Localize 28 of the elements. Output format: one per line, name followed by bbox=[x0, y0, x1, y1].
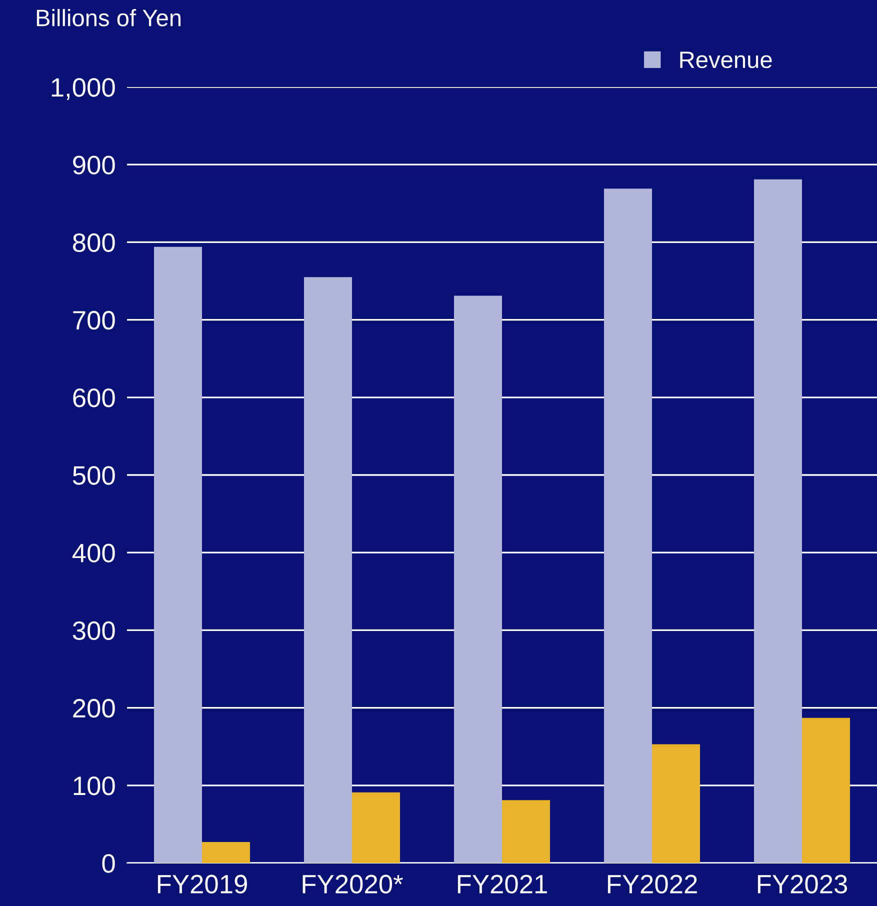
y-tick-label: 500 bbox=[72, 466, 115, 485]
y-tick-label: 200 bbox=[73, 698, 115, 718]
y-tick-label: 300 bbox=[72, 621, 115, 640]
bar bbox=[604, 188, 652, 863]
bar bbox=[154, 246, 202, 863]
bar bbox=[652, 744, 700, 863]
y-tick-label: 0 bbox=[102, 854, 115, 873]
y-axis-title: Billions of Yen bbox=[36, 8, 181, 26]
x-tick-label: FY2021 bbox=[458, 874, 547, 894]
bar bbox=[202, 842, 250, 863]
y-tick-label: 100 bbox=[74, 776, 115, 796]
x-tick-label: FY2020* bbox=[302, 874, 403, 894]
legend-label: Revenue bbox=[680, 52, 772, 68]
bar bbox=[802, 718, 850, 863]
x-tick-label: FY2022 bbox=[608, 874, 697, 894]
y-tick-label: 800 bbox=[73, 233, 115, 252]
bar bbox=[304, 277, 352, 863]
bar bbox=[754, 179, 802, 863]
bar bbox=[502, 800, 550, 863]
y-tick-label: 600 bbox=[73, 388, 115, 408]
bar bbox=[352, 792, 400, 863]
y-tick-label: 1,000 bbox=[52, 78, 115, 100]
x-tick-label: FY2019 bbox=[158, 874, 247, 894]
y-tick-label: 700 bbox=[73, 310, 115, 330]
x-tick-label: FY2023 bbox=[758, 874, 848, 894]
y-tick-label: 900 bbox=[73, 156, 115, 174]
bar bbox=[454, 296, 502, 863]
y-tick-label: 400 bbox=[72, 544, 115, 562]
